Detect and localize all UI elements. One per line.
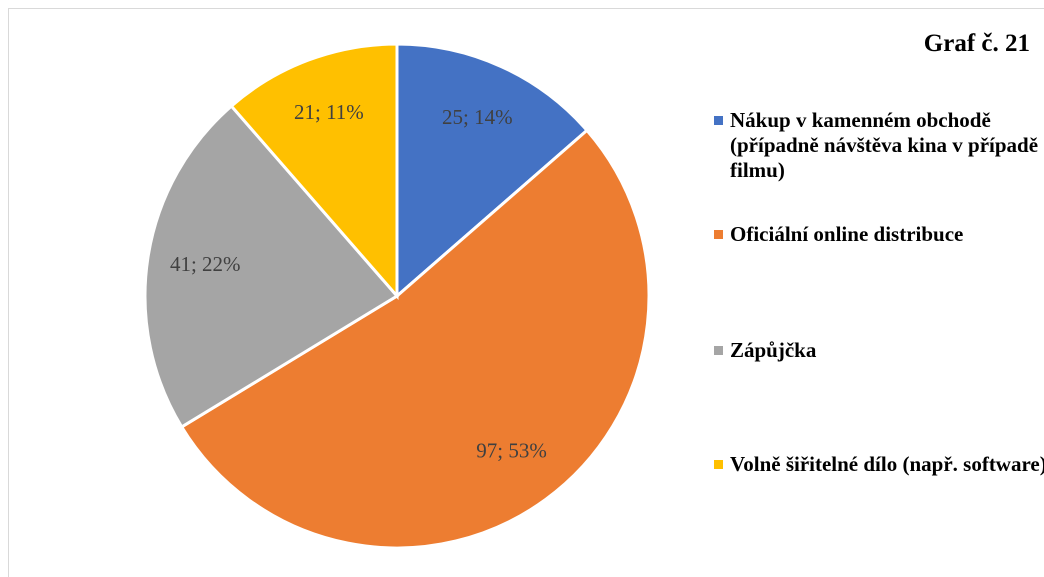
data-label: 21; 11% [294, 100, 364, 124]
legend-label: Nákup v kamenném obchodě (případně návšt… [730, 108, 1039, 182]
legend-label: Zápůjčka [730, 338, 817, 362]
legend-swatch [714, 460, 723, 469]
data-label: 25; 14% [442, 105, 513, 129]
data-label: 97; 53% [476, 438, 547, 462]
legend-entry: Volně šiřitelné dílo (např. software) [710, 452, 1044, 477]
chart-title: Graf č. 21 [923, 30, 1030, 57]
legend-entry: Nákup v kamenném obchodě (případně návšt… [710, 108, 1044, 183]
legend-swatch [714, 346, 723, 355]
data-label: 41; 22% [170, 252, 241, 276]
pie-slice [229, 42, 399, 301]
legend-entry: Zápůjčka [710, 338, 1044, 363]
legend-swatch [714, 116, 723, 125]
pie-slice [179, 128, 651, 550]
legend-label: Oficiální online distribuce [730, 222, 964, 246]
pie-slice [143, 103, 400, 429]
legend-entry: Oficiální online distribuce [710, 222, 1044, 247]
legend-label: Volně šiřitelné dílo (např. software) [730, 452, 1044, 476]
pie-slice [395, 42, 590, 300]
legend-swatch [714, 230, 723, 239]
chart-border [8, 8, 1044, 577]
